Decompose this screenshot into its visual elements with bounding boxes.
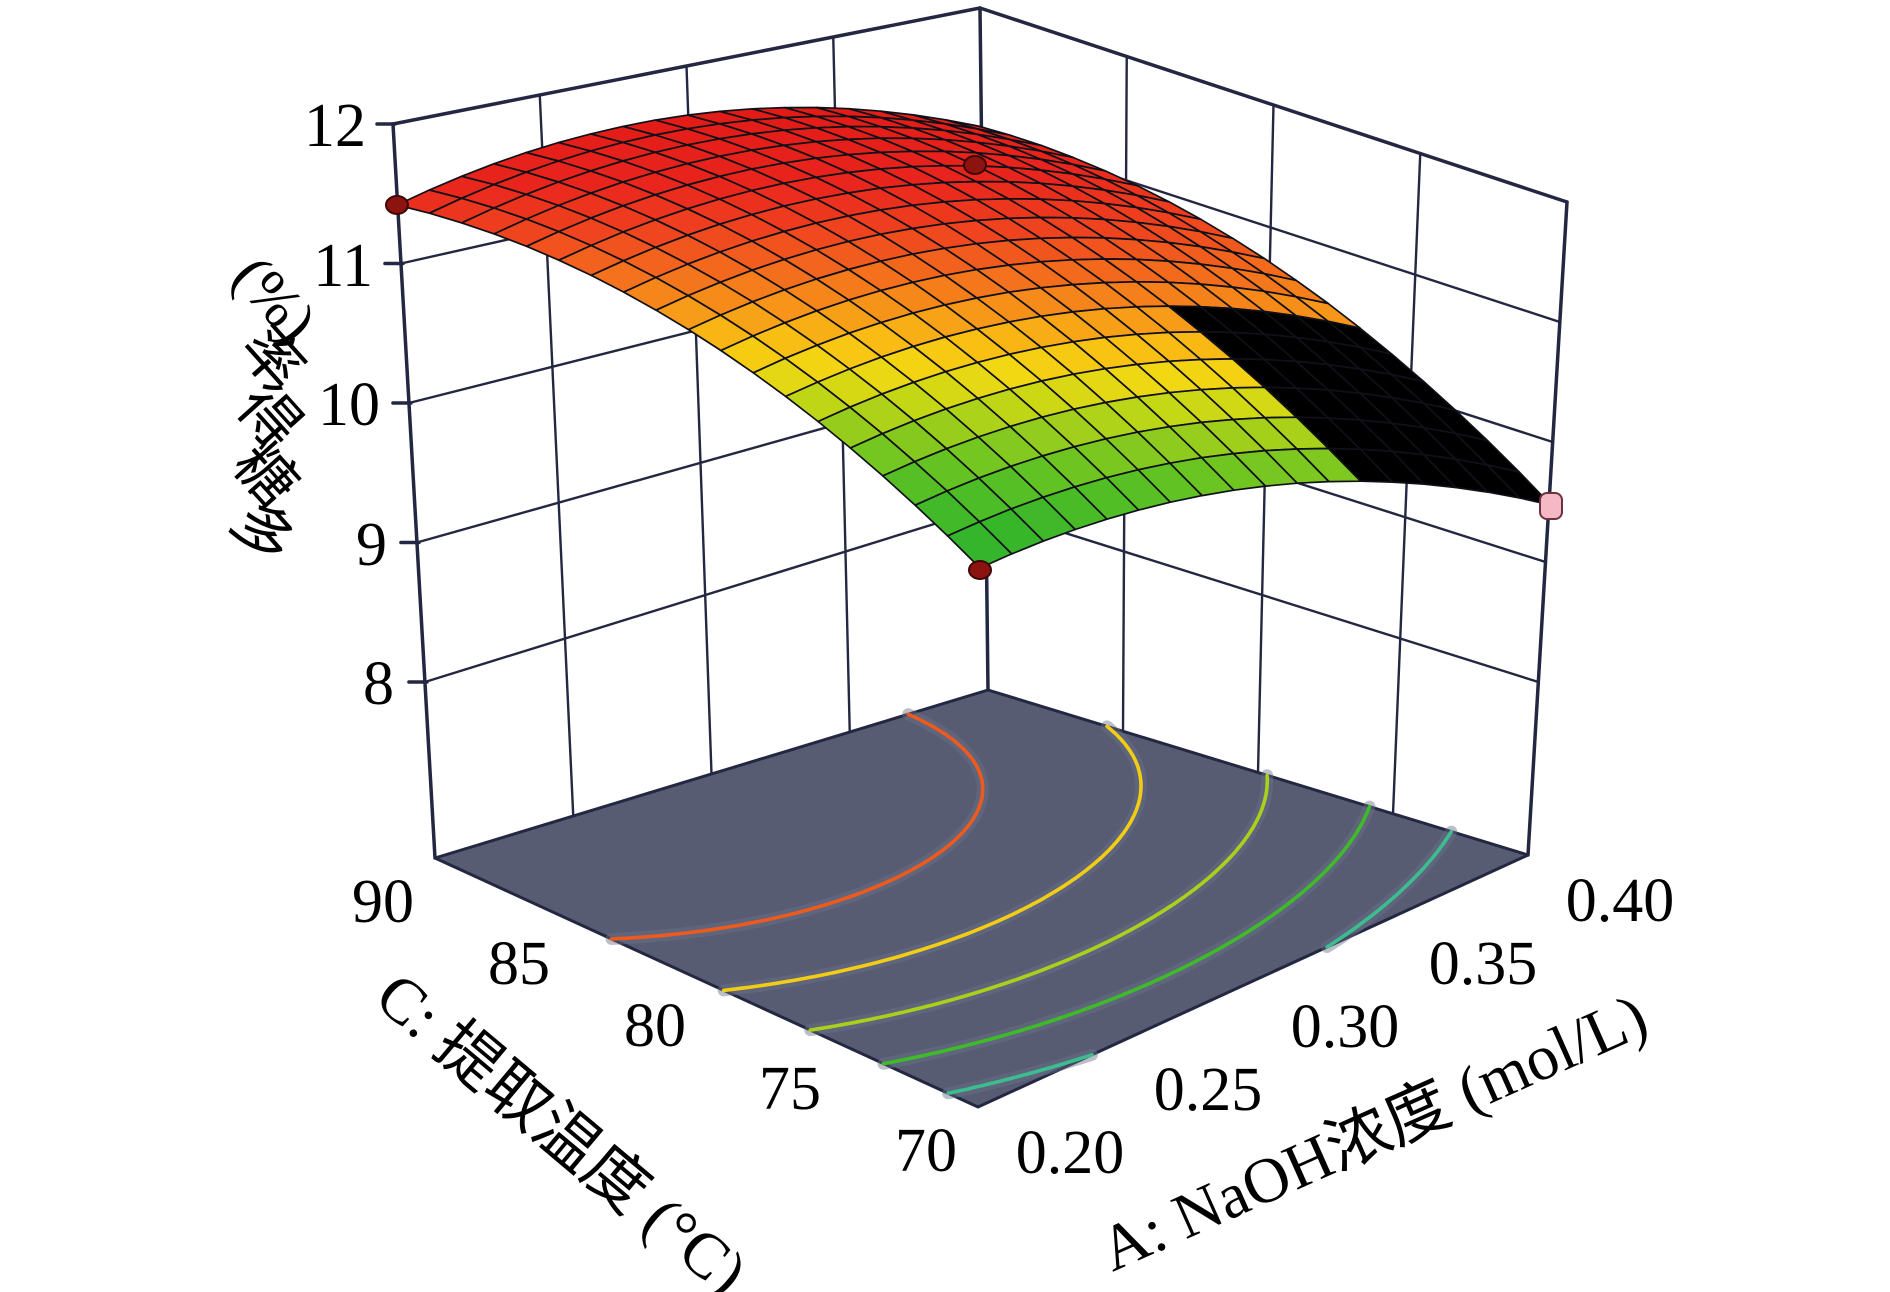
a-tick-020: 0.20 <box>1016 1119 1125 1187</box>
design-point-dot <box>963 155 987 175</box>
surface-mesh <box>396 106 1552 569</box>
design-points <box>385 155 1563 580</box>
contour-floor <box>433 688 1530 1109</box>
c-tick-85: 85 <box>488 930 550 998</box>
z-tick-10: 10 <box>318 371 380 439</box>
design-point-square <box>1539 492 1563 520</box>
z-tick-8: 8 <box>363 650 394 718</box>
floor-contour-lines <box>605 708 1458 1100</box>
z-axis-title-char: 多 <box>218 488 307 577</box>
a-tick-025: 0.25 <box>1154 1056 1263 1124</box>
z-tick-11: 11 <box>313 232 373 300</box>
c-tick-75: 75 <box>759 1055 821 1123</box>
z-tick-9: 9 <box>356 511 387 579</box>
a-tick-035: 0.35 <box>1429 930 1538 998</box>
c-tick-90: 90 <box>352 868 414 936</box>
c-tick-80: 80 <box>624 992 686 1060</box>
c-axis-title: C: 提取温度 (°C) <box>363 959 761 1292</box>
c-tick-70: 70 <box>895 1117 957 1185</box>
a-tick-030: 0.30 <box>1291 993 1400 1061</box>
design-point-dot <box>968 560 992 580</box>
z-tick-12: 12 <box>304 92 366 160</box>
a-tick-040: 0.40 <box>1566 867 1675 935</box>
plot-render-root <box>375 6 1569 1109</box>
design-point-dot <box>385 195 409 215</box>
